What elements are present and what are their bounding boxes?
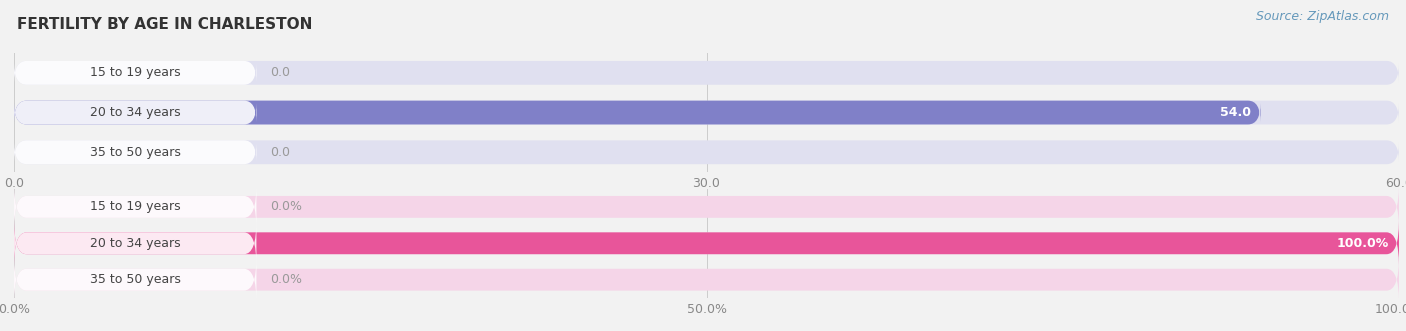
FancyBboxPatch shape [14,101,1399,124]
FancyBboxPatch shape [14,185,1399,229]
FancyBboxPatch shape [14,258,1399,302]
FancyBboxPatch shape [14,221,1399,265]
FancyBboxPatch shape [14,221,256,265]
Text: 30.0: 30.0 [693,177,720,190]
FancyBboxPatch shape [14,101,1261,124]
Text: 0.0%: 0.0% [270,200,302,213]
FancyBboxPatch shape [14,61,1399,85]
Text: 54.0: 54.0 [1220,106,1251,119]
Text: Source: ZipAtlas.com: Source: ZipAtlas.com [1256,10,1389,23]
Text: 15 to 19 years: 15 to 19 years [90,200,180,213]
FancyBboxPatch shape [14,221,1399,265]
Text: 50.0%: 50.0% [686,303,727,316]
Text: 0.0: 0.0 [270,146,290,159]
FancyBboxPatch shape [14,140,256,164]
Text: 20 to 34 years: 20 to 34 years [90,237,180,250]
Text: 0.0%: 0.0% [270,273,302,286]
Text: 35 to 50 years: 35 to 50 years [90,273,181,286]
FancyBboxPatch shape [14,140,1399,164]
FancyBboxPatch shape [14,258,256,302]
Text: 100.0%: 100.0% [1337,237,1389,250]
Text: 60.0: 60.0 [1385,177,1406,190]
Text: 0.0%: 0.0% [0,303,30,316]
Text: FERTILITY BY AGE IN CHARLESTON: FERTILITY BY AGE IN CHARLESTON [17,17,312,31]
Text: 0.0: 0.0 [4,177,24,190]
FancyBboxPatch shape [14,61,256,85]
FancyBboxPatch shape [14,101,256,124]
Text: 0.0: 0.0 [270,66,290,79]
Text: 35 to 50 years: 35 to 50 years [90,146,181,159]
Text: 100.0%: 100.0% [1375,303,1406,316]
Text: 20 to 34 years: 20 to 34 years [90,106,180,119]
Text: 15 to 19 years: 15 to 19 years [90,66,180,79]
FancyBboxPatch shape [14,185,256,229]
